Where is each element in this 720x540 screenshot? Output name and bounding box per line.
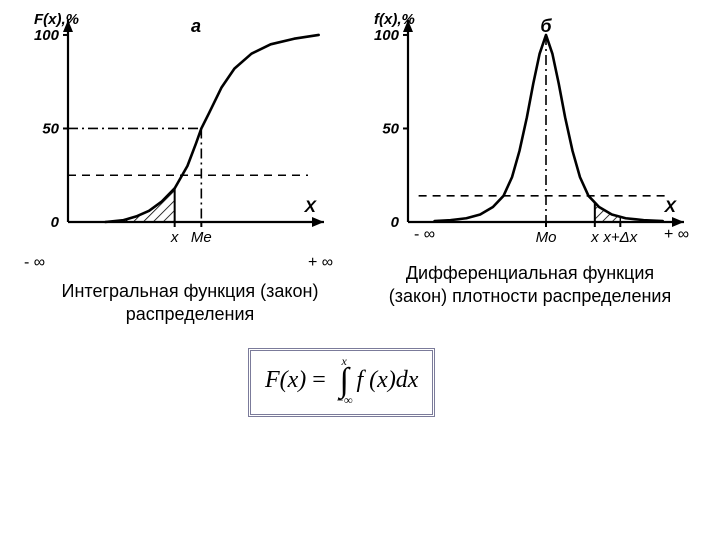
svg-text:0: 0 bbox=[391, 214, 400, 231]
panel-a-neg-inf: - ∞ bbox=[24, 254, 45, 272]
formula: F(x) = x ∫ −∞ f (x)dx bbox=[265, 355, 418, 406]
formula-integrand: f (x)dx bbox=[357, 367, 419, 394]
svg-text:x+Δx: x+Δx bbox=[602, 229, 637, 246]
svg-text:x: x bbox=[170, 229, 179, 246]
svg-text:100: 100 bbox=[34, 27, 60, 44]
svg-text:а: а bbox=[191, 16, 201, 36]
svg-text:X: X bbox=[664, 197, 678, 216]
panel-a: 0 50 100F(x),% Xа x Me bbox=[20, 8, 340, 263]
panel-b-caption: Дифференциальная функция(закон) плотност… bbox=[355, 262, 705, 307]
panel-b: 0 50 100f(x),% Xб Mo xx+Δx bbox=[360, 8, 700, 263]
svg-text:100: 100 bbox=[374, 27, 400, 44]
svg-text:f(x),%: f(x),% bbox=[374, 11, 415, 28]
svg-text:x: x bbox=[590, 229, 599, 246]
panel-b-pos-inf: + ∞ bbox=[664, 226, 689, 244]
svg-text:X: X bbox=[304, 197, 318, 216]
integral-lower: −∞ bbox=[336, 394, 353, 406]
formula-eq: = bbox=[312, 367, 326, 394]
svg-text:50: 50 bbox=[42, 120, 59, 137]
panel-b-svg: 0 50 100f(x),% Xб Mo xx+Δx bbox=[360, 8, 700, 258]
panel-a-pos-inf: + ∞ bbox=[308, 254, 333, 272]
svg-text:Me: Me bbox=[191, 229, 212, 246]
formula-box: F(x) = x ∫ −∞ f (x)dx bbox=[248, 348, 435, 417]
formula-lhs: F(x) bbox=[265, 367, 306, 394]
integral-symbol: x ∫ −∞ bbox=[336, 355, 353, 406]
svg-text:Mo: Mo bbox=[536, 229, 557, 246]
panel-a-svg: 0 50 100F(x),% Xа x Me bbox=[20, 8, 340, 258]
page: 050100F(x),%XаxMe - ∞ + ∞ Интегральная ф… bbox=[0, 0, 720, 540]
svg-text:F(x),%: F(x),% bbox=[34, 11, 79, 28]
panel-b-neg-inf: - ∞ bbox=[414, 226, 435, 244]
svg-text:50: 50 bbox=[382, 120, 399, 137]
panel-a-caption: Интегральная функция (закон)распределени… bbox=[30, 280, 350, 325]
svg-text:0: 0 bbox=[51, 214, 60, 231]
svg-text:б: б bbox=[540, 16, 552, 36]
